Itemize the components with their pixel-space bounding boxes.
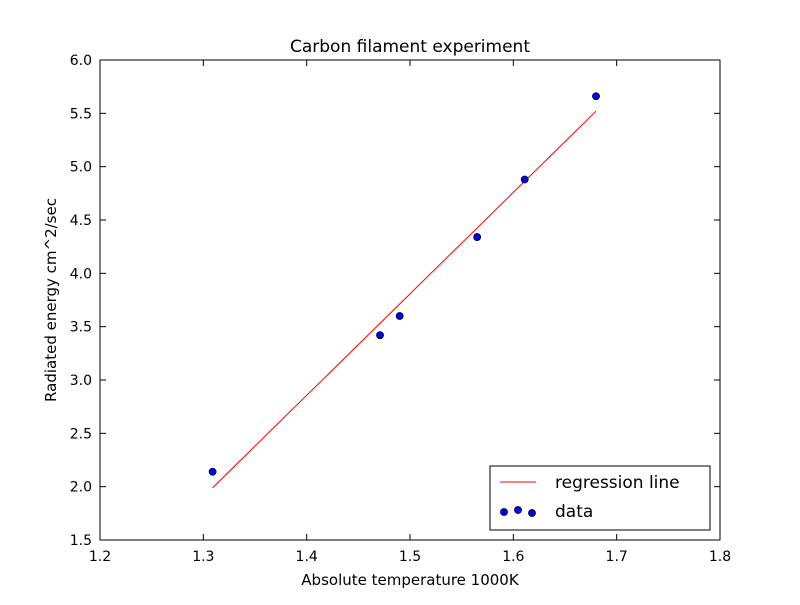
legend-regression-label: regression line [555,473,680,493]
data-point [376,331,384,340]
x-tick-label: 1.8 [709,549,731,565]
x-tick-label: 1.7 [606,549,628,565]
x-tick-label: 1.6 [502,549,524,565]
data-point [208,467,217,476]
data-point [520,175,529,184]
data-point [473,233,482,241]
x-tick-label: 1.5 [399,549,421,565]
y-tick-label: 4.0 [70,266,92,282]
ticks: 1.2 1.3 1.4 1.5 1.6 1.7 1.8 1.5 2.0 2.5 3.0 3.5 4.0 4… [70,53,731,565]
regression-line [212,110,597,489]
chart-title: Carbon filament experiment [290,37,530,57]
y-tick-label: 4.5 [70,213,92,229]
legend-data-label: data [555,502,593,522]
y-tick-label: 1.5 [70,533,92,549]
legend-box [489,465,711,531]
y-tick-label: 2.5 [70,426,92,442]
y-tick-label: 2.0 [70,480,92,496]
y-tick-label: 6.0 [70,53,92,69]
legend-data-marker [514,506,522,514]
y-tick-label: 5.0 [70,160,92,176]
data-point [592,92,600,101]
y-tick-label: 3.5 [70,320,92,336]
y-tick-label: 5.5 [70,106,92,122]
legend-data-swatch [500,506,536,517]
x-tick-label: 1.4 [296,549,318,565]
plot-area [208,92,600,489]
x-tick-label: 1.3 [192,549,214,565]
y-axis-title: Radiated energy cm^2/sec [42,198,60,402]
data-point [395,312,404,320]
legend: regression line data [489,465,711,531]
legend-data-marker [528,509,536,517]
x-tick-label: 1.2 [89,549,111,565]
legend-data-marker [500,508,508,516]
x-axis-title: Absolute temperature 1000K [301,571,520,589]
y-tick-label: 3.0 [70,373,92,389]
